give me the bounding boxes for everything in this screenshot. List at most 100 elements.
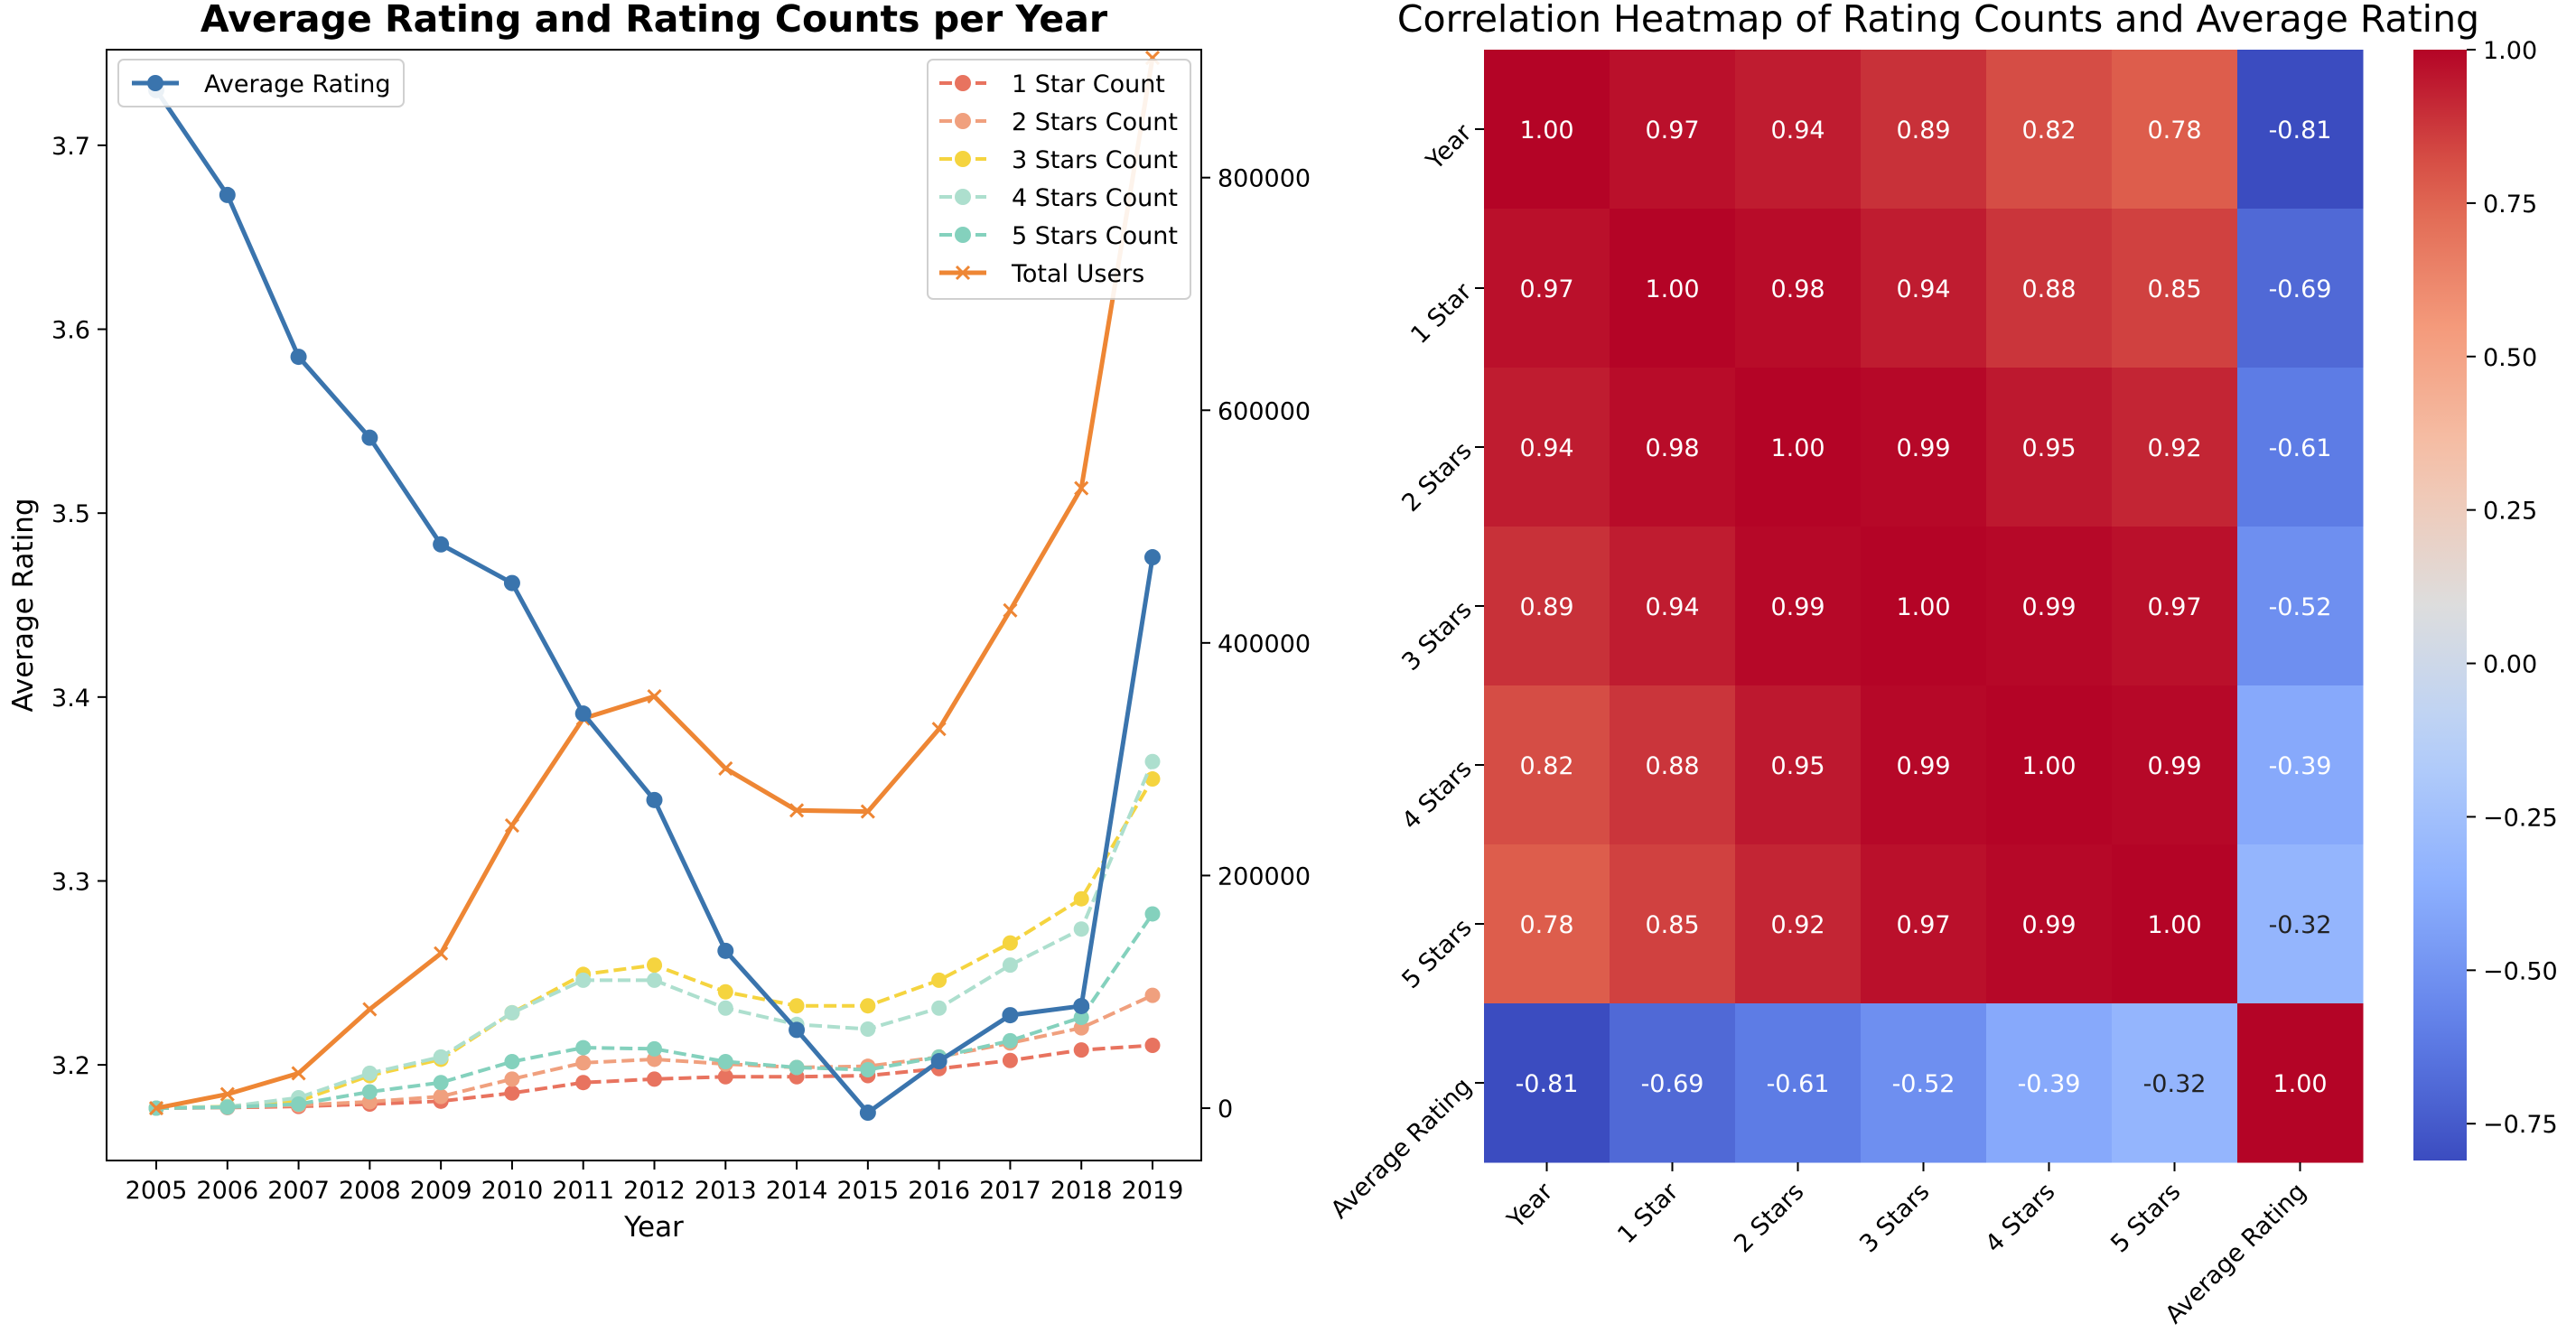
heatmap-cell-label: 0.85: [1645, 911, 1699, 939]
heatmap-cell: [2112, 209, 2238, 368]
data-point: [433, 536, 450, 553]
heatmap-cell-label: 0.78: [2147, 117, 2201, 144]
data-point: [1073, 890, 1089, 907]
heatmap-cell: [2112, 1003, 2238, 1163]
data-point: [717, 1054, 733, 1070]
data-point: [219, 1099, 236, 1115]
heatmap-cell-label: 0.99: [2147, 752, 2201, 780]
heatmap-cell: [2112, 527, 2238, 686]
legend-entry-1-star-count: 1 Star Count: [939, 70, 1165, 98]
heatmap-row-label: 4 Stars: [1396, 755, 1477, 835]
data-point: [219, 1086, 235, 1102]
heatmap-cell: [1484, 844, 1610, 1004]
heatmap-row-label: 2 Stars: [1396, 437, 1477, 517]
data-point: [1002, 935, 1018, 951]
heatmap-cell: [1986, 368, 2113, 527]
heatmap-cell: [1861, 209, 1987, 368]
heatmap-cell: [2112, 50, 2238, 210]
data-point: [647, 689, 662, 704]
x-axis-label: Year: [623, 1211, 684, 1244]
heatmap-cell: [1861, 368, 1987, 527]
data-point: [931, 972, 947, 988]
data-point: [433, 1049, 449, 1065]
right-y-axis: 0 200000 400000 600000 800000: [1201, 165, 1311, 1123]
heatmap-cell: [2112, 685, 2238, 845]
data-point: [860, 1021, 876, 1037]
heatmap-cell-label: 1.00: [1645, 275, 1699, 303]
data-point: [361, 429, 378, 446]
heatmap-cell-label: -0.39: [2018, 1070, 2081, 1098]
data-point: [1144, 987, 1161, 1003]
heatmap-cell: [2237, 209, 2364, 368]
heatmap-cell: [2237, 368, 2364, 527]
heatmap-row-label: 5 Stars: [1396, 914, 1477, 994]
left-y-axis: 3.2 3.3 3.4 3.5 3.6 3.7: [51, 133, 107, 1080]
heatmap-column-labels: Year 1 Star 2 Stars 3 Stars 4 Stars 5 StarsAv…: [1501, 1162, 2311, 1329]
data-point: [575, 1039, 592, 1056]
x-tick-label: 2009: [410, 1177, 472, 1205]
heatmap-cell: [1735, 844, 1862, 1004]
heatmap-title: Correlation Heatmap of Rating Counts and…: [1397, 0, 2479, 41]
heatmap-cell-label: 0.98: [1770, 275, 1825, 303]
heatmap-cell: [1610, 685, 1736, 845]
data-point: [860, 804, 875, 819]
colorbar-tick-label: 0.50: [2483, 344, 2537, 372]
line-chart: Average Rating and Rating Counts per Yea…: [7, 0, 1311, 1244]
heatmap-cell-label: 0.99: [1896, 434, 1950, 462]
left-y-tick-label: 3.5: [51, 500, 90, 528]
heatmap-cell: [1484, 50, 1610, 210]
series-total-users: [148, 50, 1161, 1116]
x-tick-label: 2006: [196, 1177, 258, 1205]
heatmap-chart: Correlation Heatmap of Rating Counts and…: [1326, 0, 2558, 1329]
data-point: [504, 818, 519, 834]
data-point: [504, 1071, 520, 1087]
heatmap-cell-label: -0.52: [2269, 593, 2332, 621]
heatmap-cell: [1735, 527, 1862, 686]
data-point: [1073, 921, 1089, 937]
heatmap-cell-label: 1.00: [1519, 117, 1573, 144]
legend-entry-2-stars-count: 2 Stars Count: [939, 108, 1178, 136]
data-point: [647, 1071, 662, 1087]
data-point: [931, 722, 947, 737]
data-point: [1073, 997, 1090, 1014]
data-point: [575, 1055, 592, 1071]
heatmap-cell-label: 1.00: [2021, 752, 2076, 780]
svg-text:Total Users: Total Users: [1011, 260, 1144, 288]
heatmap-cell-label: 0.99: [2021, 911, 2076, 939]
svg-text:2 Stars Count: 2 Stars Count: [1012, 108, 1178, 136]
heatmap-cell: [1610, 844, 1736, 1004]
colorbar-tick-label: −0.75: [2483, 1111, 2558, 1139]
data-point: [717, 942, 734, 959]
x-tick-label: 2018: [1050, 1177, 1113, 1205]
heatmap-cell-label: 0.95: [1770, 752, 1825, 780]
data-point: [291, 1066, 306, 1081]
data-point: [503, 574, 520, 592]
heatmap-cell: [1861, 685, 1987, 845]
right-y-tick-label: 400000: [1218, 630, 1311, 658]
data-point: [860, 998, 876, 1014]
data-point: [504, 1004, 520, 1021]
heatmap-cell-label: 0.85: [2147, 275, 2201, 303]
heatmap-cell-label: 0.99: [1770, 593, 1825, 621]
data-point: [504, 1085, 520, 1101]
right-y-tick-label: 0: [1218, 1095, 1233, 1123]
data-point: [647, 972, 662, 988]
heatmap-cell-label: -0.32: [2269, 911, 2332, 939]
series-layer: [148, 50, 1161, 1122]
data-point: [1003, 602, 1018, 618]
data-point: [717, 1000, 733, 1016]
heatmap-cell: [1986, 50, 2113, 210]
data-point: [718, 760, 733, 777]
data-point: [291, 1096, 307, 1113]
heatmap-row-labels: Year 1 Star 2 Stars 3 Stars 4 Stars 5 Stars Av…: [1326, 118, 1484, 1225]
x-tick-label: 2010: [481, 1177, 544, 1205]
heatmap-cell: [1986, 685, 2113, 845]
data-point: [1073, 1042, 1089, 1058]
heatmap-cell-label: -0.69: [1641, 1070, 1704, 1098]
x-tick-label: 2012: [623, 1177, 686, 1205]
heatmap-cell: [2237, 1003, 2364, 1163]
heatmap-cell: [1610, 1003, 1736, 1163]
heatmap-cell: [1484, 368, 1610, 527]
colorbar-tick-label: 1.00: [2483, 37, 2537, 65]
data-point: [717, 983, 733, 1000]
